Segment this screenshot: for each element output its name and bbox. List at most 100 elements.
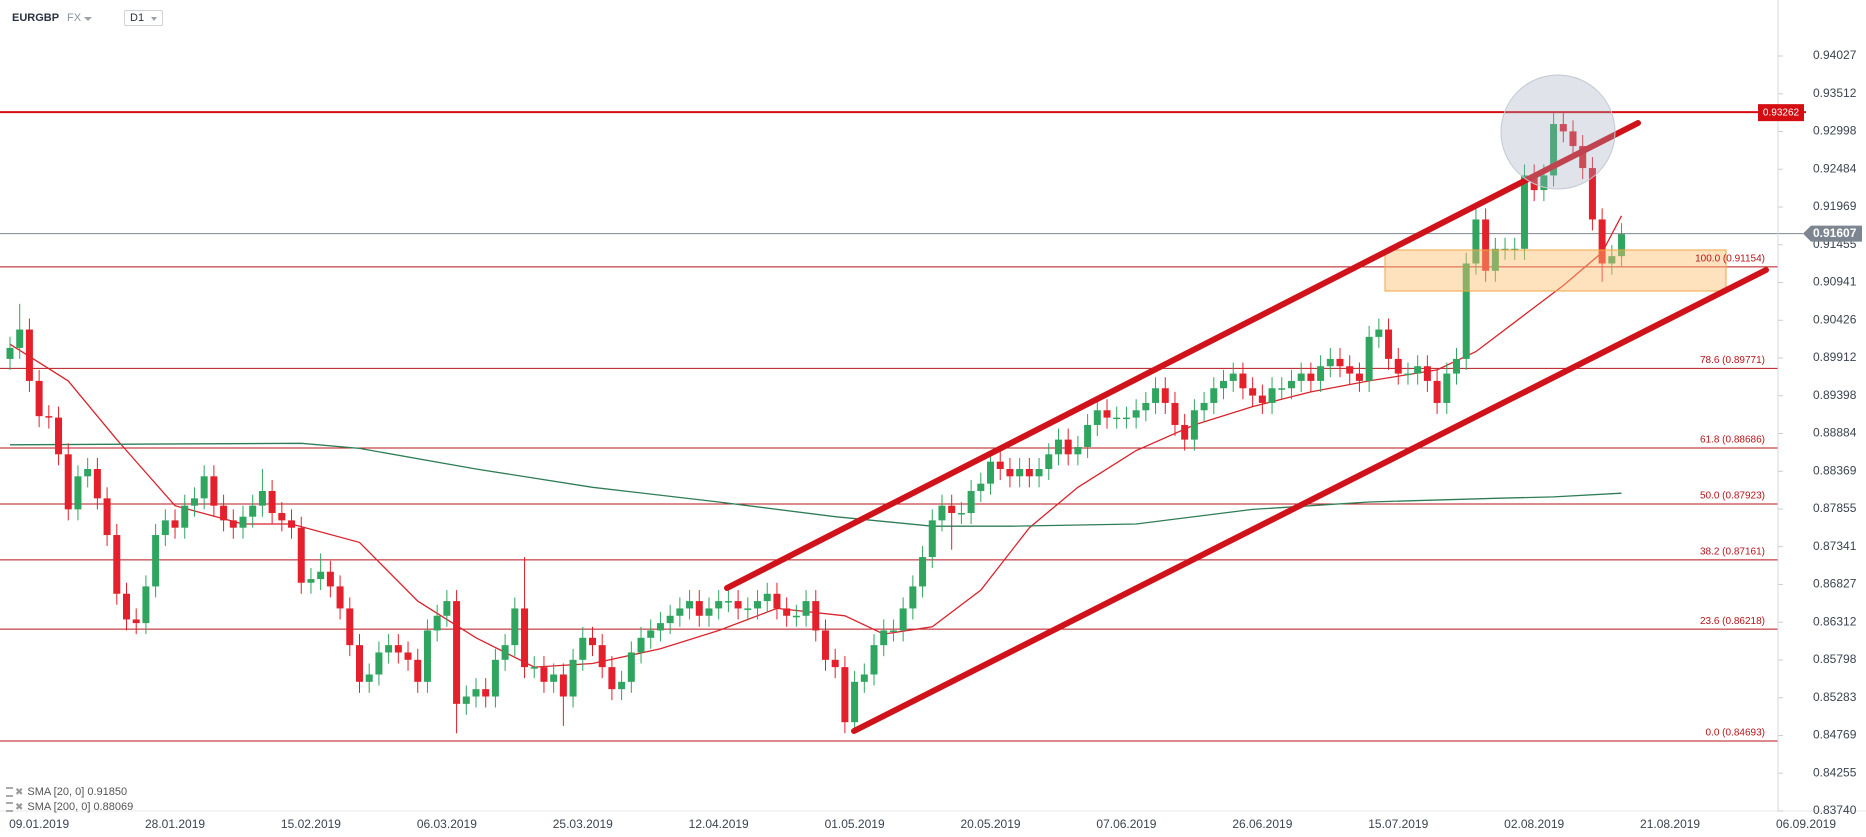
candle-body xyxy=(1433,380,1441,403)
candle-body xyxy=(414,659,422,682)
candle-body xyxy=(35,380,43,417)
candle-body xyxy=(423,630,431,682)
x-tick-label: 09.01.2019 xyxy=(9,817,69,831)
candle-body xyxy=(851,681,859,723)
candle-body xyxy=(1142,402,1150,411)
candle-body xyxy=(1190,410,1198,440)
candle-body xyxy=(161,520,169,536)
candle-body xyxy=(16,329,24,348)
candle-body xyxy=(113,535,121,594)
x-tick-label: 15.07.2019 xyxy=(1368,817,1428,831)
candle-body xyxy=(171,520,179,528)
candle-body xyxy=(181,505,189,528)
candle-body xyxy=(278,513,286,521)
market-dropdown[interactable] xyxy=(84,17,92,21)
candle-body xyxy=(608,667,616,690)
candle-body xyxy=(1569,131,1577,147)
candle-body xyxy=(346,608,354,646)
candle-body xyxy=(1598,219,1606,264)
candle-body xyxy=(1229,373,1237,381)
legend-icon[interactable] xyxy=(6,787,13,798)
candle-body xyxy=(317,571,325,580)
candle-body xyxy=(928,520,936,558)
candle-body xyxy=(1588,168,1596,220)
candle-body xyxy=(1404,373,1412,376)
candle-body xyxy=(1064,439,1072,455)
x-tick-label: 02.08.2019 xyxy=(1504,817,1564,831)
legend-close[interactable]: ✖ xyxy=(15,787,24,798)
fib-level-label: 50.0 (0.87923) xyxy=(1700,491,1765,502)
candle-body xyxy=(239,516,247,528)
candle-body xyxy=(1200,402,1208,411)
candle-body xyxy=(6,347,14,359)
candle-body xyxy=(45,416,53,418)
x-tick-label: 06.09.2019 xyxy=(1776,817,1836,831)
candle-body xyxy=(93,468,101,499)
x-tick-label: 25.03.2019 xyxy=(553,817,613,831)
market[interactable]: FX xyxy=(67,12,82,24)
candle-body xyxy=(821,630,829,660)
fib-level-label: 0.0 (0.84693) xyxy=(1706,728,1766,739)
candle-body xyxy=(889,630,897,632)
candle-body xyxy=(1530,175,1538,191)
candle-body xyxy=(938,505,946,521)
candle-body xyxy=(1540,175,1548,191)
y-tick-label: 0.87855 xyxy=(1813,501,1857,515)
channel-upper xyxy=(724,120,1641,591)
candle-body xyxy=(472,689,480,697)
candle-body xyxy=(812,601,820,631)
resistance-label: 0.93262 xyxy=(1763,107,1800,118)
candle-body xyxy=(1336,358,1344,367)
candle-body xyxy=(1394,358,1402,374)
y-tick-label: 0.89912 xyxy=(1813,350,1857,364)
candle-body xyxy=(307,579,315,583)
legend-close[interactable]: ✖ xyxy=(15,802,24,813)
y-tick-label: 0.86312 xyxy=(1813,614,1857,628)
candle-body xyxy=(190,498,198,506)
legend-item: ✖ SMA [200, 0] 0.88069 xyxy=(6,801,133,813)
candle-body xyxy=(74,476,82,510)
legend-item: ✖ SMA [20, 0] 0.91850 xyxy=(6,786,127,798)
candle-body xyxy=(1482,219,1490,271)
candle-body xyxy=(511,608,519,646)
candle-body xyxy=(996,461,1004,469)
candle-body xyxy=(132,619,140,624)
channel-lower xyxy=(851,267,1769,734)
candle-body xyxy=(1579,146,1587,169)
fib-level-label: 61.8 (0.88686) xyxy=(1700,435,1765,446)
y-tick-label: 0.87341 xyxy=(1813,539,1857,553)
candle-body xyxy=(802,601,810,616)
candle-body xyxy=(860,674,868,682)
candle-body xyxy=(1220,380,1228,389)
candle-body xyxy=(656,623,664,631)
x-tick-label: 07.06.2019 xyxy=(1096,817,1156,831)
candle-body xyxy=(1239,373,1247,389)
candle-body xyxy=(1491,248,1499,271)
candle-body xyxy=(1297,373,1305,381)
candle-body xyxy=(1122,417,1130,420)
candle-body xyxy=(1181,424,1189,440)
candle-body xyxy=(220,505,228,521)
candle-body xyxy=(588,637,596,646)
candle-body xyxy=(1453,358,1461,374)
candle-body xyxy=(899,608,907,631)
y-tick-label: 0.90426 xyxy=(1813,312,1857,326)
fib-level-label: 23.6 (0.86218) xyxy=(1700,616,1765,627)
highlight-circle xyxy=(1500,74,1616,190)
candle-body xyxy=(443,601,451,616)
y-tick-label: 0.91969 xyxy=(1813,199,1857,213)
candle-body xyxy=(919,557,927,587)
candle-body xyxy=(229,520,237,528)
legend-icon[interactable] xyxy=(6,802,13,813)
candle-body xyxy=(1385,329,1393,359)
y-tick-label: 0.84769 xyxy=(1813,728,1857,742)
candle-body xyxy=(841,667,849,723)
candle-body xyxy=(64,454,72,510)
candle-body xyxy=(365,674,373,682)
candle-body xyxy=(521,608,529,668)
candle-body xyxy=(385,645,393,653)
candle-body xyxy=(55,417,63,455)
symbol[interactable]: EURGBP xyxy=(12,12,60,24)
y-tick-label: 0.86827 xyxy=(1813,577,1857,591)
timeframe-select[interactable]: D1 xyxy=(124,10,164,26)
